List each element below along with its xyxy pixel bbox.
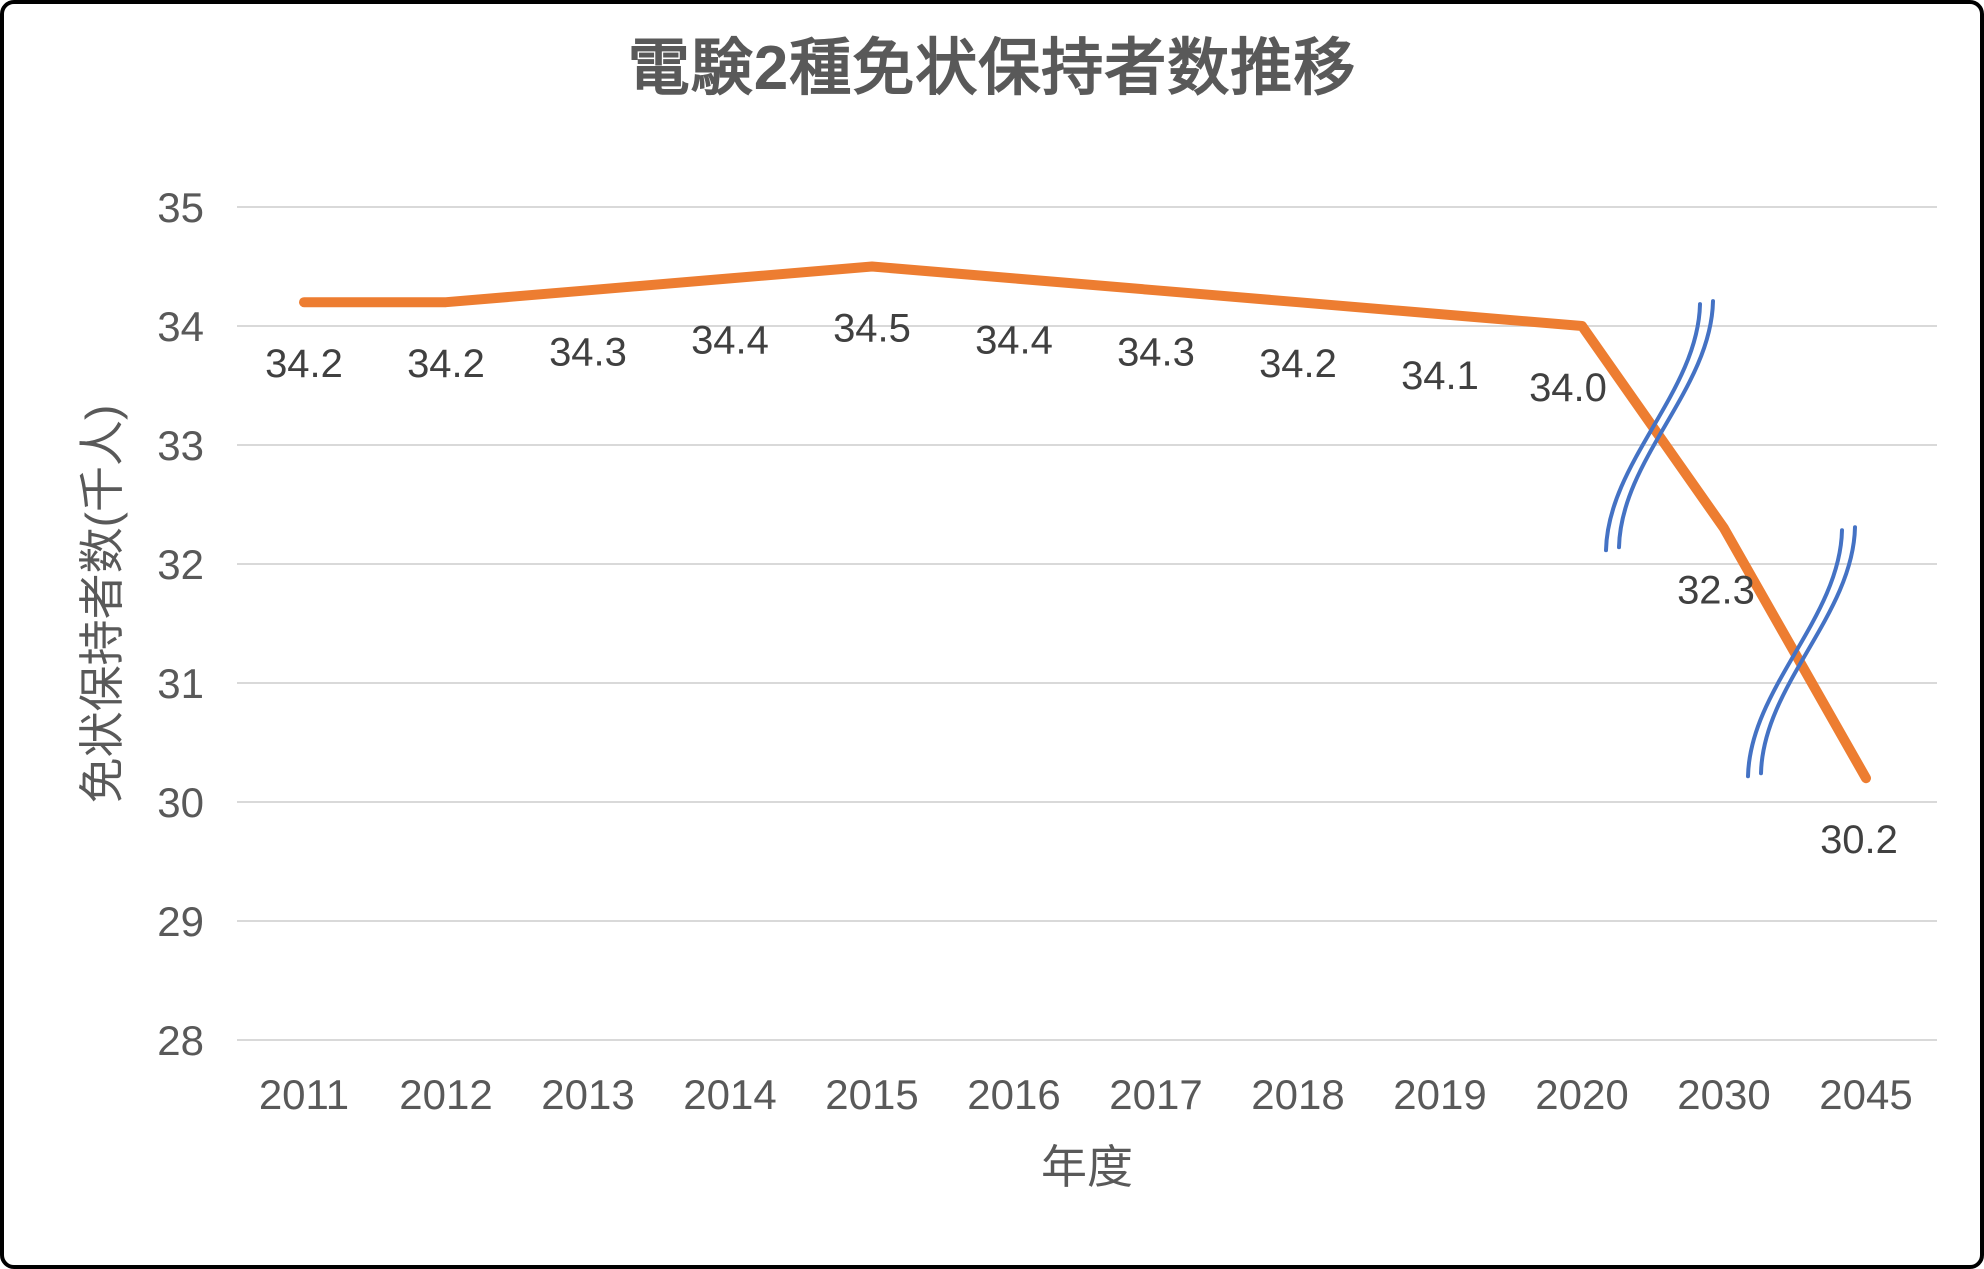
axis-break-mark bbox=[1617, 299, 1715, 550]
chart-canvas: 35 34 33 32 31 30 29 28 2011 2012 2013 2014 2015 2016… bbox=[157, 184, 1937, 1118]
y-tick-label: 33 bbox=[157, 422, 204, 469]
x-tick-label: 2013 bbox=[541, 1071, 634, 1118]
x-tick-label: 2011 bbox=[259, 1071, 349, 1118]
y-tick-label: 32 bbox=[157, 541, 204, 588]
x-tick-label: 2020 bbox=[1535, 1071, 1628, 1118]
data-point-label: 34.2 bbox=[265, 342, 343, 386]
chart-title: 電験2種免状保持者数推移 bbox=[627, 34, 1357, 103]
x-tick-label: 2016 bbox=[967, 1071, 1060, 1118]
x-tick-label: 2015 bbox=[825, 1071, 918, 1118]
y-tick-label: 31 bbox=[157, 660, 204, 707]
data-series-line bbox=[299, 261, 1871, 784]
axis-break-mark bbox=[1759, 525, 1857, 776]
y-tick-label: 35 bbox=[157, 184, 204, 231]
y-tick-label: 29 bbox=[157, 898, 204, 945]
data-point-label: 34.4 bbox=[975, 318, 1053, 362]
y-tick-label: 34 bbox=[157, 303, 204, 350]
data-point-label: 34.5 bbox=[833, 307, 911, 351]
x-tick-label: 2012 bbox=[399, 1071, 492, 1118]
data-point-label: 34.2 bbox=[1259, 342, 1337, 386]
data-point-label: 34.0 bbox=[1529, 366, 1607, 410]
y-tick-label: 28 bbox=[157, 1017, 204, 1064]
data-point-label: 34.2 bbox=[407, 342, 485, 386]
x-axis-title: 年度 bbox=[1041, 1141, 1133, 1193]
data-point-label: 30.2 bbox=[1820, 818, 1898, 862]
data-point-label: 34.3 bbox=[549, 330, 627, 374]
y-tick-label: 30 bbox=[157, 779, 204, 826]
axis-break-mark bbox=[1746, 528, 1844, 779]
x-tick-label: 2045 bbox=[1819, 1071, 1912, 1118]
axis-break-mark bbox=[1604, 302, 1702, 553]
x-tick-label: 2030 bbox=[1677, 1071, 1770, 1118]
x-tick-label: 2017 bbox=[1109, 1071, 1202, 1118]
data-point-label: 34.3 bbox=[1117, 330, 1195, 374]
x-tick-label: 2014 bbox=[683, 1071, 776, 1118]
data-point-label: 34.1 bbox=[1401, 354, 1479, 398]
x-tick-label: 2019 bbox=[1393, 1071, 1486, 1118]
data-point-label: 32.3 bbox=[1677, 568, 1755, 612]
data-point-label: 34.4 bbox=[691, 318, 769, 362]
x-tick-label: 2018 bbox=[1251, 1071, 1344, 1118]
